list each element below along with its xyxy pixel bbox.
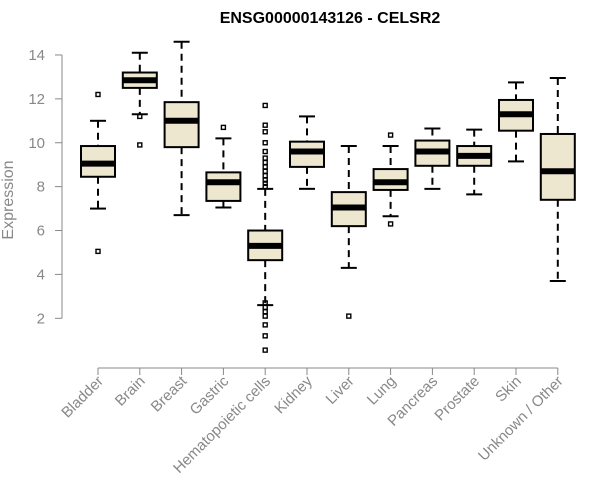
- outlier-point: [262, 180, 268, 187]
- box-group: [163, 40, 200, 217]
- outlier-point: [262, 168, 268, 174]
- box-group: [330, 145, 367, 319]
- outlier-point: [262, 122, 268, 128]
- box-group: [205, 124, 242, 209]
- outlier-point: [262, 172, 268, 179]
- outlier-point: [262, 313, 268, 319]
- outlier-point: [387, 132, 394, 138]
- outlier-point: [262, 347, 268, 353]
- outlier-point: [95, 248, 101, 255]
- outlier-point: [262, 148, 268, 155]
- box-group: [80, 91, 116, 255]
- x-tick-label: Liver: [323, 373, 358, 408]
- y-axis-label: Expression: [0, 160, 17, 239]
- y-tick-label: 4: [37, 266, 45, 283]
- box: [205, 171, 242, 202]
- outlier-point: [262, 322, 268, 328]
- outlier-point: [262, 309, 268, 315]
- y-tick-label: 2: [37, 310, 45, 327]
- outlier-point: [137, 142, 143, 148]
- box-group: [121, 51, 158, 148]
- outlier-point: [262, 102, 268, 109]
- outlier-point: [262, 140, 268, 146]
- outlier-point: [262, 164, 268, 170]
- x-tick-label: Lung: [364, 373, 400, 409]
- outlier-point: [262, 183, 268, 190]
- outlier-point: [95, 91, 101, 98]
- box-group: [498, 81, 534, 163]
- y-tick-label: 12: [28, 91, 45, 108]
- outlier-point: [137, 113, 143, 120]
- box-group: [539, 77, 576, 282]
- box-group: [372, 132, 409, 227]
- outlier-point: [262, 304, 268, 311]
- chart-title: ENSG00000143126 - CELSR2: [220, 10, 441, 27]
- x-tick-label: Skin: [492, 373, 525, 406]
- x-tick-label: Prostate: [431, 373, 483, 425]
- y-tick-label: 8: [37, 179, 45, 196]
- x-tick-label: Breast: [148, 372, 191, 415]
- box-group: [414, 127, 451, 190]
- outlier-point: [262, 333, 268, 339]
- outlier-point: [387, 221, 394, 227]
- outlier-point: [262, 159, 268, 166]
- box-group: [247, 102, 284, 353]
- y-axis: 2 4 6 8 10 12 14: [28, 47, 63, 327]
- box: [163, 101, 200, 149]
- y-tick-label: 14: [28, 47, 45, 64]
- outlier-point: [220, 124, 227, 131]
- outlier-point: [262, 155, 268, 161]
- y-tick-label: 6: [37, 223, 45, 240]
- outlier-point: [262, 129, 268, 135]
- x-tick-label: Bladder: [58, 373, 107, 422]
- box-group: [456, 128, 493, 196]
- box-group: [289, 115, 325, 190]
- outlier-point: [262, 177, 268, 183]
- x-tick-label: Kidney: [271, 372, 316, 417]
- y-tick-label: 10: [28, 135, 45, 152]
- x-tick-label: Brain: [112, 373, 149, 410]
- box: [539, 132, 576, 201]
- outlier-point: [346, 313, 352, 319]
- plot-area: [80, 40, 576, 353]
